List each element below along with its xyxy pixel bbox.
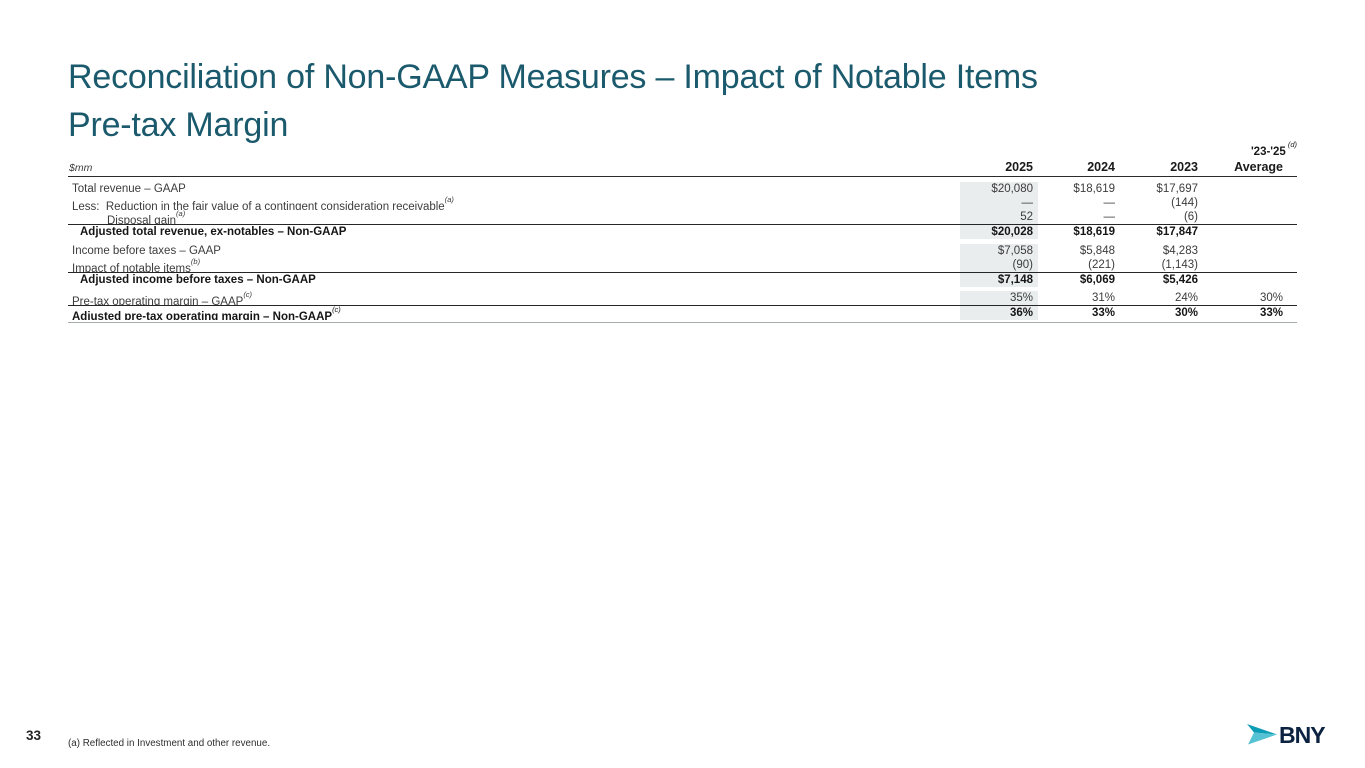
footnote-ref: (a) [444, 196, 454, 204]
footnote-a: (a) Reflected in Investment and other re… [68, 737, 271, 749]
table-row: Adjusted income before taxes – Non-GAAP $… [68, 272, 1297, 287]
cell-y2023: 30% [1174, 307, 1198, 319]
cell-y2024: $6,069 [1079, 274, 1115, 286]
row-label: Disposal gain(a) [107, 210, 186, 224]
cell-avg [1198, 225, 1283, 239]
cell-avg [1198, 258, 1283, 272]
bny-logo: BNY [1247, 722, 1326, 748]
cell-y2023: 24% [1174, 292, 1198, 304]
row-pad [1283, 273, 1297, 287]
table-row: Total revenue – GAAP $20,080 $18,619 $17,69… [68, 182, 1297, 196]
table-row: Adjusted pre-tax operating margin – Non-… [68, 305, 1297, 320]
row-label: Pre-tax operating margin – GAAP(c) [72, 291, 253, 305]
footnote-ref: (b) [190, 258, 201, 266]
column-header-average: Average [1234, 160, 1283, 174]
cell-y2023: (1,143) [1161, 259, 1198, 271]
cell-y2024: — [1103, 197, 1116, 209]
bny-arrow-icon [1247, 724, 1277, 745]
cell-y2023: $17,847 [1156, 226, 1198, 238]
row-label: Income before taxes – GAAP [72, 245, 221, 257]
row-pad [1283, 306, 1297, 320]
page-title: Reconciliation of Non-GAAP Measures – Im… [68, 53, 1038, 149]
footnote-ref: (c) [243, 291, 253, 299]
row-label: Adjusted pre-tax operating margin – Non-… [72, 306, 341, 320]
avg-column-header-top: '23-'25(d) [1250, 139, 1297, 158]
row-label: Adjusted income before taxes – Non-GAAP [80, 274, 316, 286]
cell-y2025: $7,058 [960, 244, 1038, 258]
cell-y2024: (221) [1088, 259, 1115, 271]
cell-avg [1198, 244, 1283, 258]
cell-avg: 33% [1259, 307, 1283, 319]
row-pad [1283, 291, 1297, 305]
row-label: Impact of notable items(b) [72, 258, 201, 272]
cell-avg [1198, 210, 1283, 224]
row-pad [1283, 182, 1297, 196]
cell-y2024: 31% [1091, 292, 1115, 304]
table-row: Income before taxes – GAAP $7,058 $5,848 $4… [68, 244, 1297, 258]
table-section: Total revenue – GAAP $20,080 $18,619 $17,69… [68, 177, 1297, 239]
reconciliation-table: '23-'25(d) $mm 2025 2024 2023 Average To… [68, 139, 1297, 323]
row-pad [1283, 225, 1297, 239]
cell-y2025: $7,148 [960, 273, 1038, 287]
unit-label: $mm [69, 162, 93, 174]
cell-y2025: — [960, 196, 1038, 210]
cell-y2024: $18,619 [1073, 183, 1115, 195]
footnote-ref-d: (d) [1287, 139, 1297, 149]
footnote-ref: (c) [332, 306, 341, 314]
cell-y2025: 35% [960, 291, 1038, 305]
cell-y2024: $18,619 [1073, 226, 1115, 238]
cell-y2023: (6) [1183, 211, 1198, 223]
cell-y2025: (90) [960, 258, 1038, 272]
cell-y2025: 52 [960, 210, 1038, 224]
row-label: Less: Reduction in the fair value of a c… [72, 196, 454, 210]
footnotes: (a) Reflected in Investment and other re… [68, 713, 342, 768]
cell-y2025: 36% [960, 306, 1038, 320]
row-pad [1283, 244, 1297, 258]
table-row: Pre-tax operating margin – GAAP(c) 35% 31%… [68, 291, 1297, 305]
cell-avg: 30% [1259, 292, 1283, 304]
cell-y2025: $20,080 [960, 182, 1038, 196]
column-header-2025: 2025 [1005, 160, 1033, 174]
page-title-line1: Reconciliation of Non-GAAP Measures – Im… [68, 58, 1038, 96]
cell-y2023: $17,697 [1156, 183, 1198, 195]
cell-avg [1198, 182, 1283, 196]
table-section: Income before taxes – GAAP $7,058 $5,848 $4… [68, 244, 1297, 287]
row-label: Total revenue – GAAP [72, 183, 186, 195]
row-pad [1283, 258, 1297, 272]
column-header-2024: 2024 [1087, 160, 1115, 174]
page-number: 33 [26, 728, 42, 743]
row-pad [1283, 196, 1297, 210]
table-row: Disposal gain(a) 52 — (6) [68, 210, 1297, 224]
cell-y2023: $4,283 [1162, 245, 1198, 257]
footnote-ref: (a) [176, 210, 186, 218]
row-label: Adjusted total revenue, ex-notables – No… [80, 226, 347, 238]
column-header-2023: 2023 [1170, 160, 1198, 174]
bny-logo-text: BNY [1279, 722, 1326, 748]
cell-y2023: (144) [1171, 197, 1198, 209]
table-body: Total revenue – GAAP $20,080 $18,619 $17,69… [68, 177, 1297, 323]
cell-avg [1198, 196, 1283, 210]
cell-y2023: $5,426 [1162, 274, 1198, 286]
table-row: Less: Reduction in the fair value of a c… [68, 196, 1297, 210]
cell-y2024: $5,848 [1079, 245, 1115, 257]
cell-y2025: $20,028 [960, 225, 1038, 239]
row-pad [1283, 210, 1297, 224]
table-section: Pre-tax operating margin – GAAP(c) 35% 31%… [68, 291, 1297, 323]
table-header-row: $mm 2025 2024 2023 Average [68, 155, 1297, 177]
table-row: Impact of notable items(b) (90) (221) (1,14… [68, 258, 1297, 272]
cell-y2024: 33% [1091, 307, 1115, 319]
table-row: Adjusted total revenue, ex-notables – No… [68, 224, 1297, 239]
cell-avg [1198, 273, 1283, 287]
cell-y2024: — [1103, 211, 1116, 223]
page-title-line2: Pre-tax Margin [68, 106, 289, 144]
